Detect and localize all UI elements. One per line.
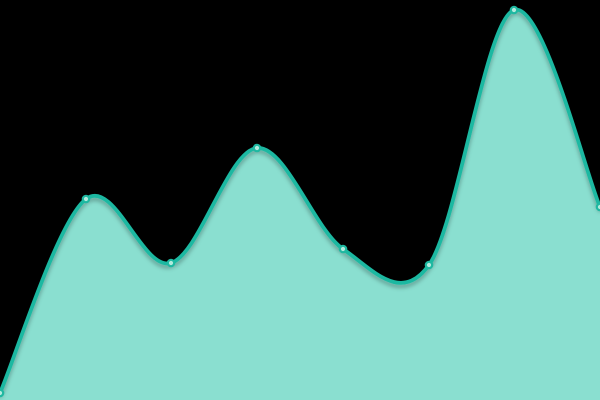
data-point-marker: [166, 258, 176, 268]
data-point-marker: [0, 388, 5, 398]
data-point-marker: [81, 194, 91, 204]
area-fill: [0, 9, 600, 400]
data-point-marker: [252, 143, 262, 153]
data-point-marker: [424, 260, 434, 270]
data-point-markers: [0, 5, 600, 398]
data-point-marker: [338, 244, 348, 254]
data-point-marker: [509, 5, 519, 15]
